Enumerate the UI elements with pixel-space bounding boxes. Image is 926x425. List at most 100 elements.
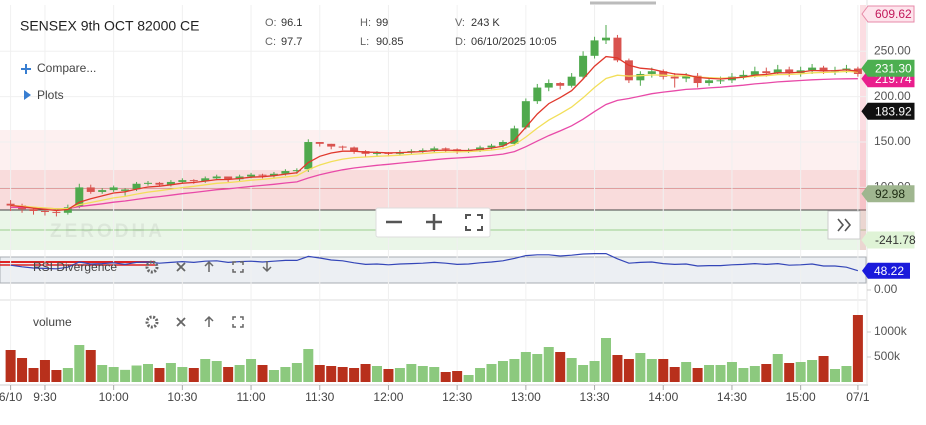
volume-bar	[520, 352, 531, 382]
volume-bar	[612, 355, 623, 382]
candle-body	[304, 142, 313, 170]
volume-bar	[143, 364, 153, 382]
close-icon[interactable]	[176, 262, 186, 272]
candle-body	[373, 152, 381, 154]
x-tick-label: 6/10	[0, 390, 23, 404]
down-icon[interactable]	[262, 261, 272, 273]
volume-bar	[17, 358, 28, 382]
candle-body	[682, 75, 691, 79]
candle-body	[785, 69, 794, 74]
candle-body	[521, 101, 530, 128]
y-tick-label: 500k	[874, 349, 901, 363]
up-icon[interactable]	[204, 315, 214, 327]
volume-bar	[761, 364, 772, 382]
plots-label[interactable]: Plots	[37, 88, 64, 102]
y-tick-label: 150.00	[874, 134, 911, 148]
up-icon[interactable]	[204, 260, 214, 272]
candle-body	[166, 181, 175, 185]
volume-bar	[486, 364, 497, 382]
candle-body	[350, 147, 359, 152]
x-tick-label: 10:00	[99, 390, 129, 404]
info-label: C:	[265, 36, 276, 48]
candle-body	[269, 173, 278, 176]
volume-bar	[337, 367, 348, 382]
y-tick-label: 0.00	[874, 282, 898, 296]
volume-bar	[658, 359, 669, 382]
candle-body	[590, 40, 599, 56]
candle-body	[327, 143, 336, 147]
volume-bar	[830, 369, 840, 382]
x-tick-label: 9:30	[33, 390, 57, 404]
info-value: 243 K	[471, 17, 500, 29]
candle-body	[510, 128, 519, 144]
price-badge-label: -241.78	[875, 233, 916, 247]
candle-body	[762, 71, 771, 74]
volume-bar	[120, 369, 131, 382]
settings-icon[interactable]	[145, 260, 159, 274]
compare-label[interactable]: Compare...	[37, 61, 96, 75]
moving-average	[10, 70, 858, 210]
candle-body	[6, 203, 15, 206]
candle-body	[29, 209, 38, 211]
volume-bar	[177, 367, 188, 382]
zoom-controls	[375, 207, 491, 238]
volume-bar	[509, 359, 520, 382]
volume-bar	[429, 367, 440, 382]
rsi-tools	[145, 260, 272, 274]
volume-bar	[795, 362, 806, 382]
volume-tools	[145, 315, 244, 329]
candle-body	[773, 69, 782, 74]
volume-bar	[646, 359, 657, 382]
candle-body	[498, 142, 507, 146]
price-badge-label: 92.98	[875, 187, 905, 201]
volume-bar	[108, 367, 119, 382]
candle-body	[418, 150, 427, 152]
info-label: O:	[265, 17, 277, 29]
close-icon[interactable]	[176, 317, 186, 327]
settings-icon[interactable]	[145, 315, 159, 329]
plots-button[interactable]: Plots	[24, 88, 64, 102]
volume-bar	[601, 338, 611, 382]
candle-body	[224, 176, 233, 180]
maximize-icon[interactable]	[232, 261, 244, 273]
x-tick-label: 11:30	[305, 390, 334, 404]
compare-button[interactable]: Compare...	[21, 61, 96, 75]
volume-bar	[188, 368, 199, 382]
price-badge	[861, 5, 915, 23]
info-label: L:	[360, 36, 369, 48]
volume-bar	[131, 365, 142, 382]
volume-bar	[704, 365, 715, 382]
candle-body	[624, 60, 633, 81]
volume-bar	[463, 375, 474, 382]
volume-bar	[589, 361, 600, 382]
volume-bar	[5, 350, 16, 382]
x-tick-label: 14:30	[717, 390, 747, 404]
maximize-icon[interactable]	[232, 316, 244, 328]
price-badge-label: 183.92	[875, 104, 912, 118]
volume-bar	[51, 370, 62, 382]
volume-bar	[211, 361, 222, 382]
candle-body	[705, 80, 714, 84]
watermark: ZERODHA	[50, 221, 165, 242]
candle-body	[670, 76, 679, 79]
volume-bar	[692, 368, 703, 382]
info-value: 90.85	[376, 36, 404, 48]
info-value: 99	[376, 17, 388, 29]
fullscreen-button[interactable]	[465, 214, 483, 231]
candle-body	[739, 74, 748, 77]
volume-bar	[234, 365, 245, 382]
level-band	[0, 130, 866, 210]
volume-bar	[28, 368, 39, 382]
volume-bar	[280, 367, 291, 382]
volume-bar	[807, 360, 818, 382]
candle-body	[613, 37, 622, 61]
level-band	[0, 170, 866, 210]
info-label: D:	[455, 36, 466, 48]
volume-bar	[841, 366, 852, 382]
candle-body	[144, 182, 152, 184]
scroll-right-button[interactable]	[827, 210, 861, 240]
volume-bar	[39, 360, 50, 382]
info-value: 97.7	[281, 36, 302, 48]
volume-bar	[738, 368, 749, 382]
